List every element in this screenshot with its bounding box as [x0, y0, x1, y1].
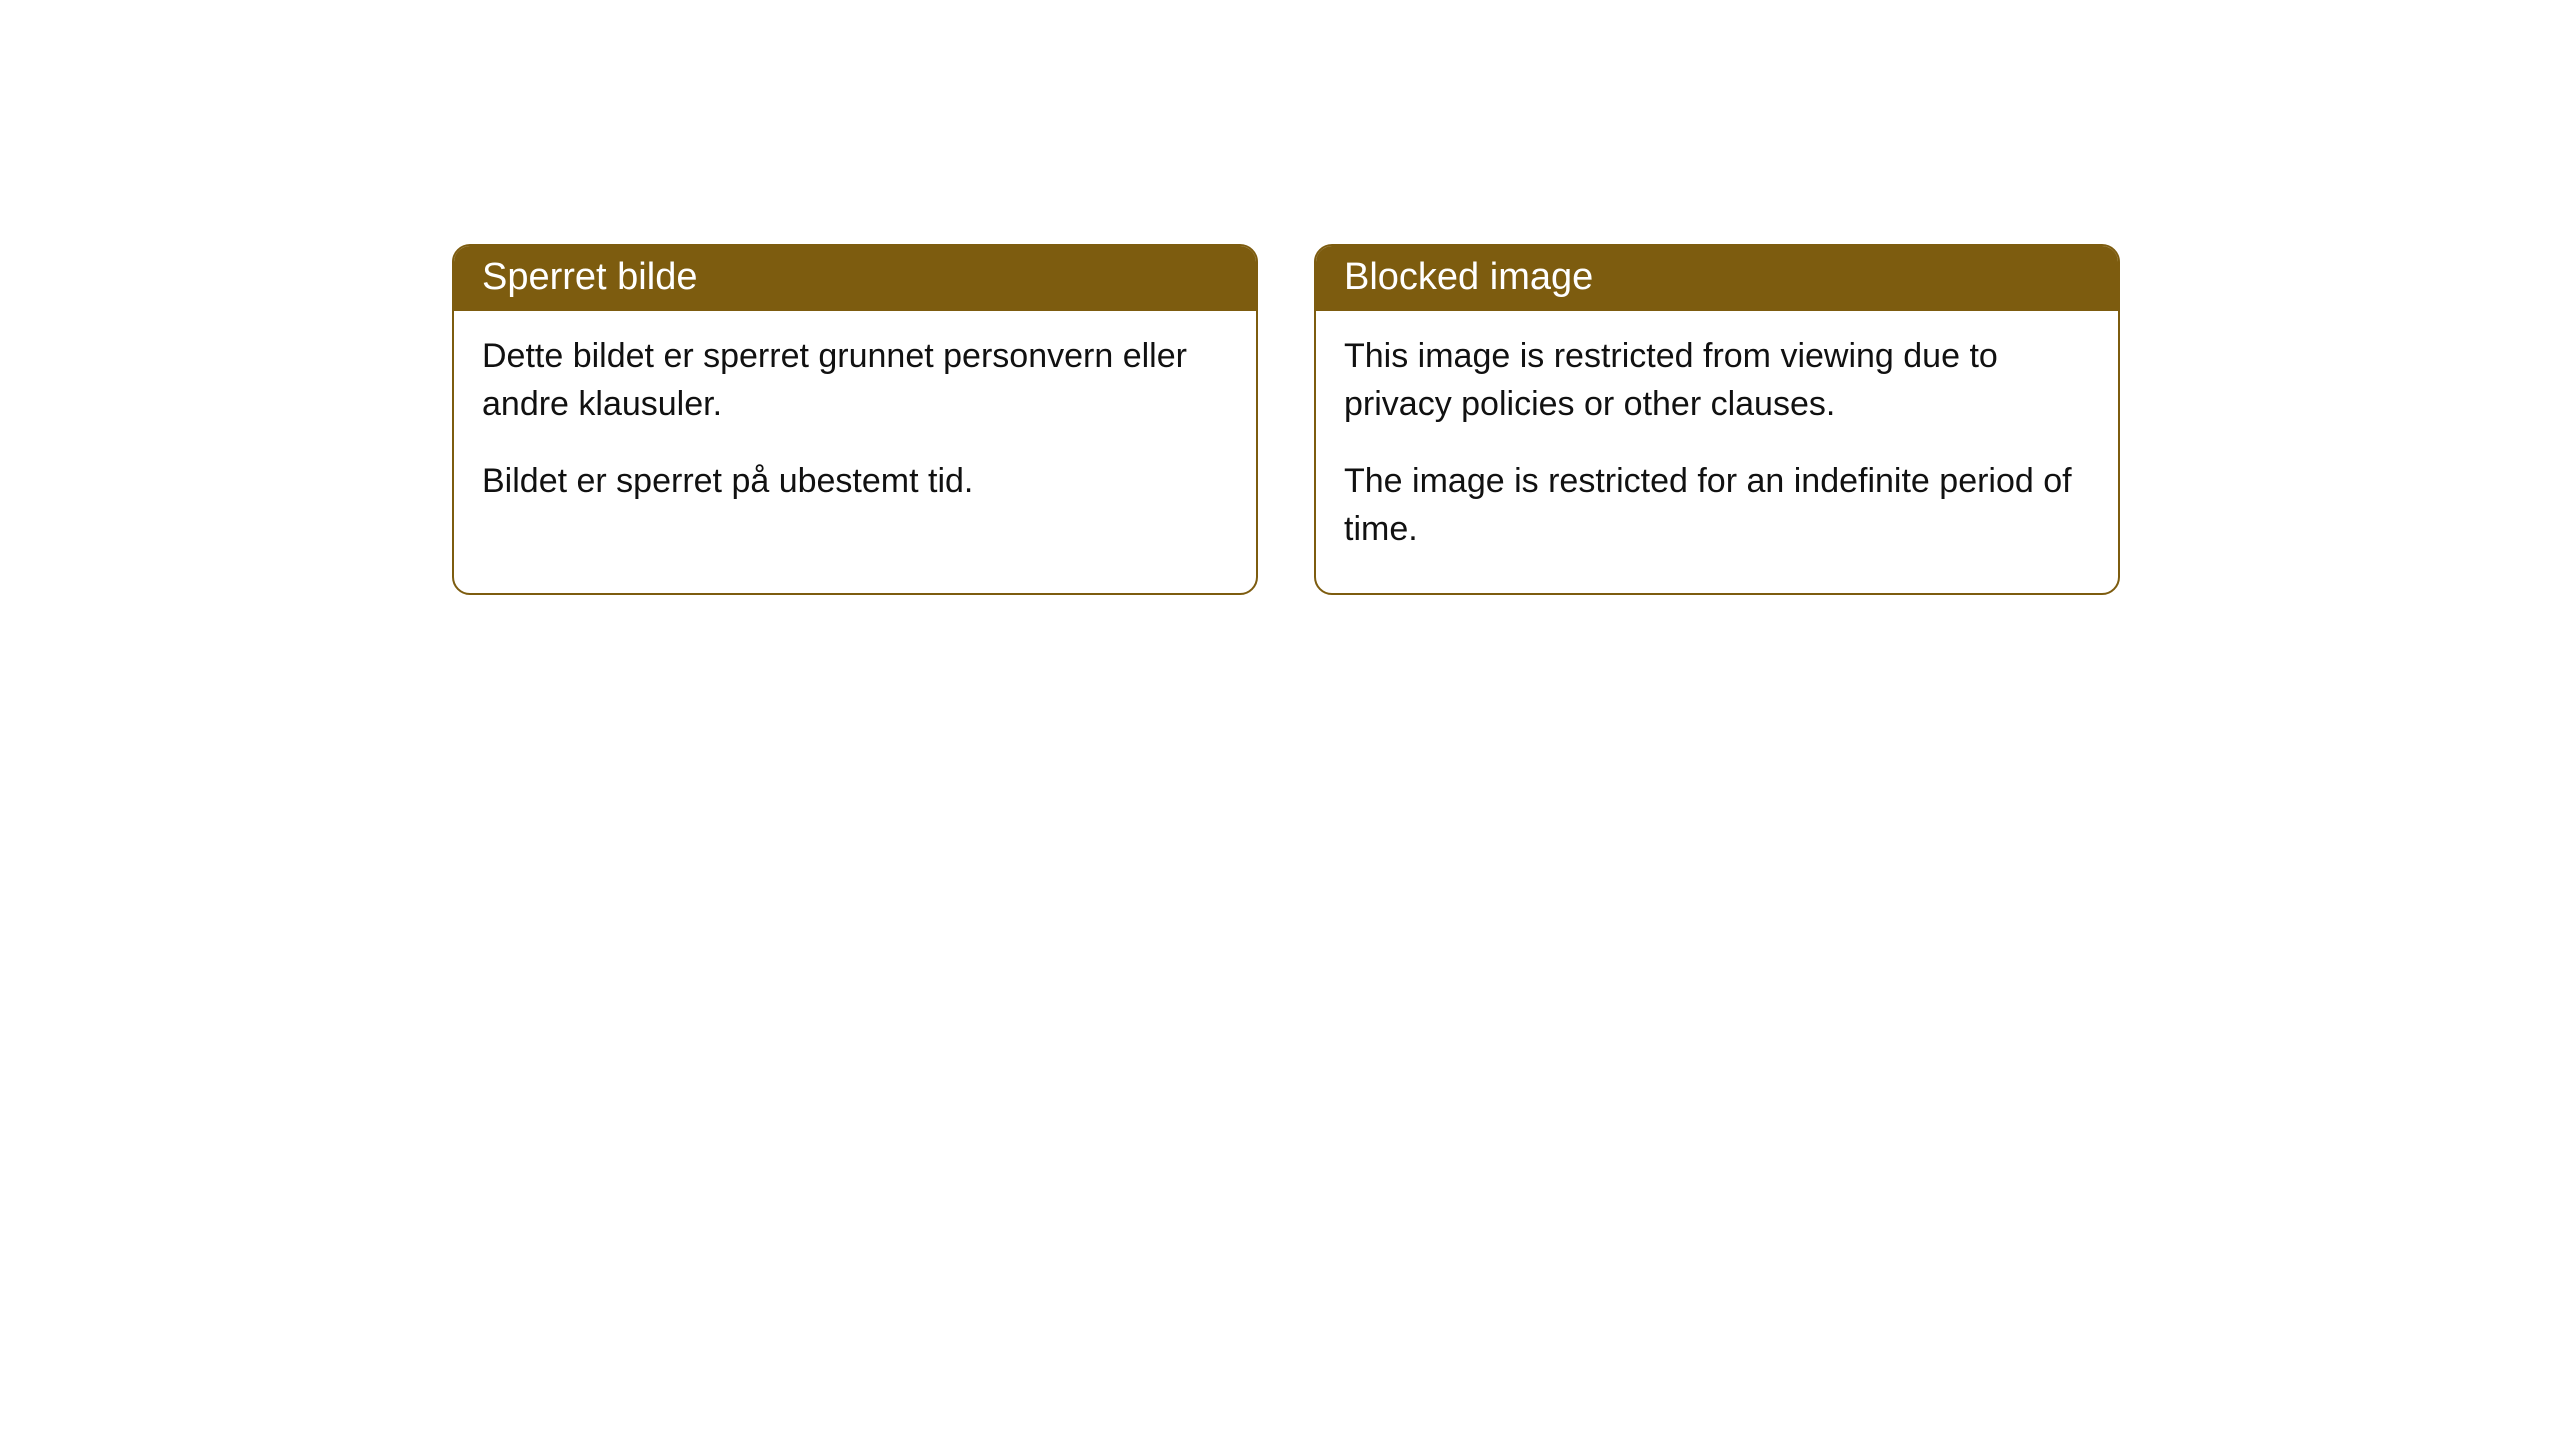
card-body-no: Dette bildet er sperret grunnet personve… — [454, 311, 1256, 546]
card-header-en: Blocked image — [1316, 246, 2118, 311]
card-paragraph-no-1: Dette bildet er sperret grunnet personve… — [482, 333, 1228, 428]
card-paragraph-no-2: Bildet er sperret på ubestemt tid. — [482, 458, 1228, 506]
card-paragraph-en-1: This image is restricted from viewing du… — [1344, 333, 2090, 428]
card-english: Blocked image This image is restricted f… — [1314, 244, 2120, 595]
card-body-en: This image is restricted from viewing du… — [1316, 311, 2118, 593]
card-norwegian: Sperret bilde Dette bildet er sperret gr… — [452, 244, 1258, 595]
card-paragraph-en-2: The image is restricted for an indefinit… — [1344, 458, 2090, 553]
card-header-no: Sperret bilde — [454, 246, 1256, 311]
cards-container: Sperret bilde Dette bildet er sperret gr… — [452, 244, 2120, 595]
